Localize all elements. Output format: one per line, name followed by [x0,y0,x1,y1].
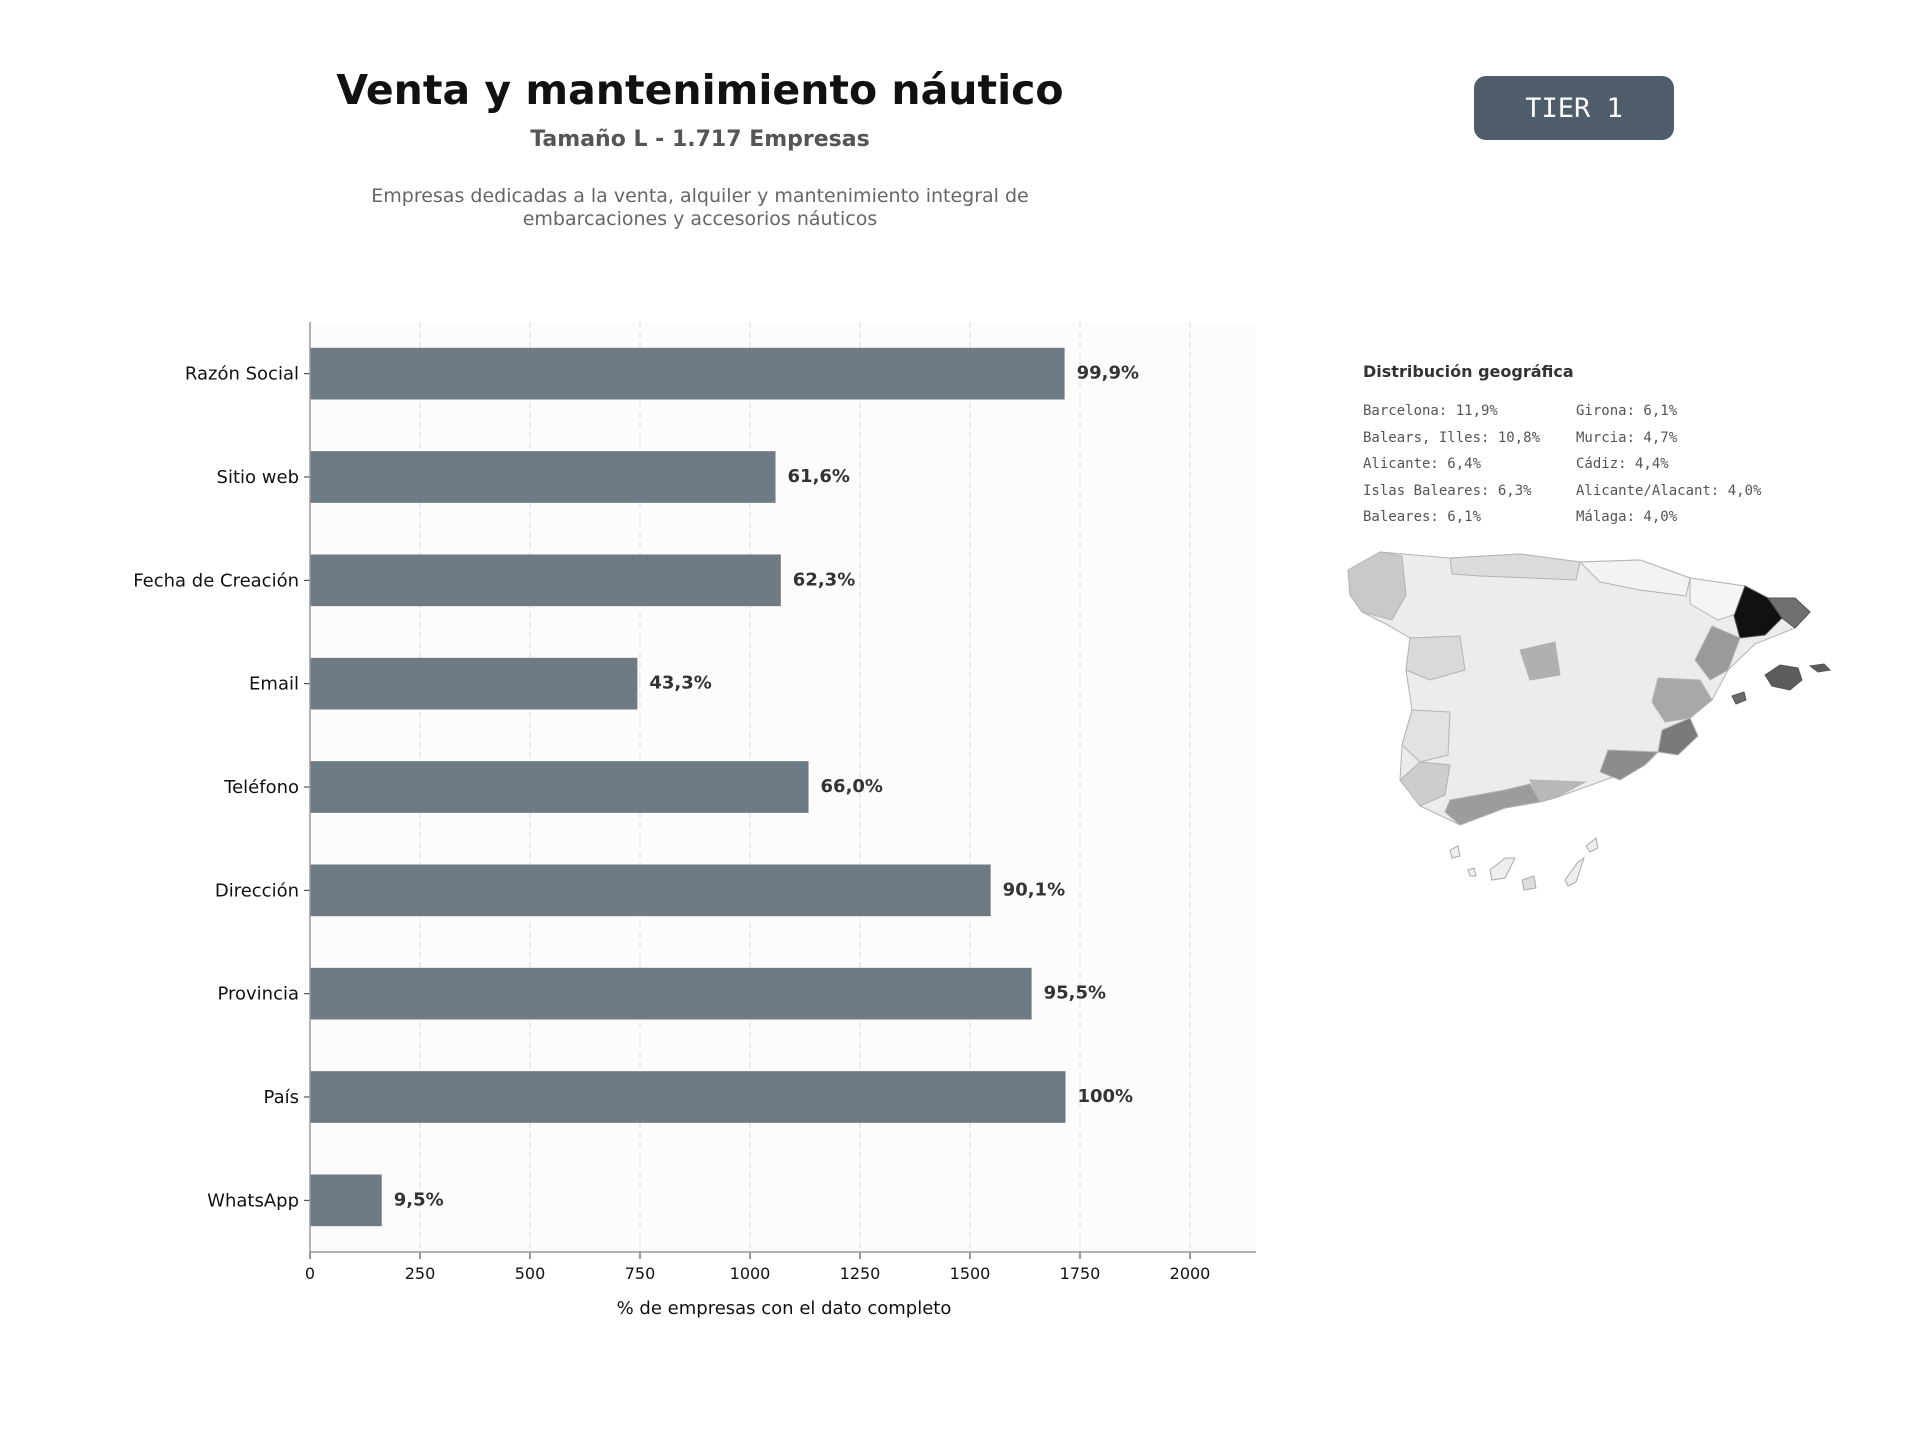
geo-entry: Alicante/Alacant: 4,0% [1576,482,1762,499]
bar-data-label: 62,3% [793,569,855,590]
bar-data-label: 90,1% [1003,879,1065,900]
x-tick-label: 1250 [840,1264,881,1283]
y-tick-label: Sitio web [217,467,299,488]
bar [310,347,1065,400]
geo-entry: Málaga: 4,0% [1576,509,1678,526]
bar [310,864,991,917]
page-description: Empresas dedicadas a la venta, alquiler … [371,185,1029,230]
bar [310,451,776,503]
bar [310,761,809,813]
y-tick-label: Fecha de Creación [133,570,299,591]
geo-entry: Girona: 6,1% [1576,403,1678,419]
page-subtitle: Tamaño L - 1.717 Empresas [530,127,870,152]
geo-entry: Alicante: 6,4% [1363,456,1482,473]
map-canary-islands [1449,837,1599,891]
spain-province-map [1347,551,1832,891]
bar [310,657,638,710]
page-title: Venta y mantenimiento náutico [336,66,1064,114]
geo-list-right: Girona: 6,1% Murcia: 4,7% Cádiz: 4,4% Alica… [1576,398,1761,531]
x-tick-label: 1750 [1060,1264,1101,1283]
bar [310,1174,382,1227]
y-tick-label: Dirección [215,880,299,901]
y-tick-label: WhatsApp [207,1190,299,1211]
x-axis-label: % de empresas con el dato completo [617,1298,952,1319]
x-tick-label: 750 [625,1264,656,1283]
y-tick-label: Razón Social [185,364,299,385]
geo-entry: Baleares: 6,1% [1363,509,1482,526]
x-tick-label: 500 [515,1264,546,1283]
bar-data-label: 99,9% [1077,363,1139,384]
tier-badge: TIER 1 [1474,76,1674,140]
geo-list-left: Barcelona: 11,9% Balears, Illes: 10,8% Ali… [1363,398,1540,531]
geo-entry: Cádiz: 4,4% [1576,456,1669,473]
x-tick-label: 2000 [1170,1264,1211,1283]
bar-data-label: 61,6% [788,466,850,487]
bar [310,1071,1066,1123]
y-tick-label: País [264,1087,299,1108]
x-tick-label: 0 [305,1264,315,1283]
bar-data-label: 9,5% [394,1189,444,1210]
y-tick-label: Teléfono [223,777,299,798]
bar-data-label: 100% [1077,1086,1133,1107]
map-mainland [1347,551,1811,826]
x-tick-label: 1000 [730,1264,771,1283]
y-tick-label: Provincia [217,984,299,1005]
map-balearic-islands [1731,663,1832,705]
x-tick-label: 1500 [950,1264,991,1283]
completeness-bar-chart: 0 250 500 750 1000 1250 1500 1750 2000 Razón Soci… [133,322,1256,1319]
geo-distribution-title: Distribución geográfica [1363,362,1574,381]
bar-data-label: 95,5% [1044,983,1106,1004]
geo-entry: Barcelona: 11,9% [1363,403,1498,419]
bar-data-label: 66,0% [821,776,883,797]
geo-entry: Balears, Illes: 10,8% [1363,429,1541,446]
y-tick-label: Email [249,674,299,695]
geo-entry: Murcia: 4,7% [1576,429,1678,446]
x-tick-label: 250 [405,1264,436,1283]
geo-entry: Islas Baleares: 6,3% [1363,482,1532,499]
bar [310,554,781,607]
bar [310,967,1032,1020]
bar-data-label: 43,3% [649,673,711,694]
